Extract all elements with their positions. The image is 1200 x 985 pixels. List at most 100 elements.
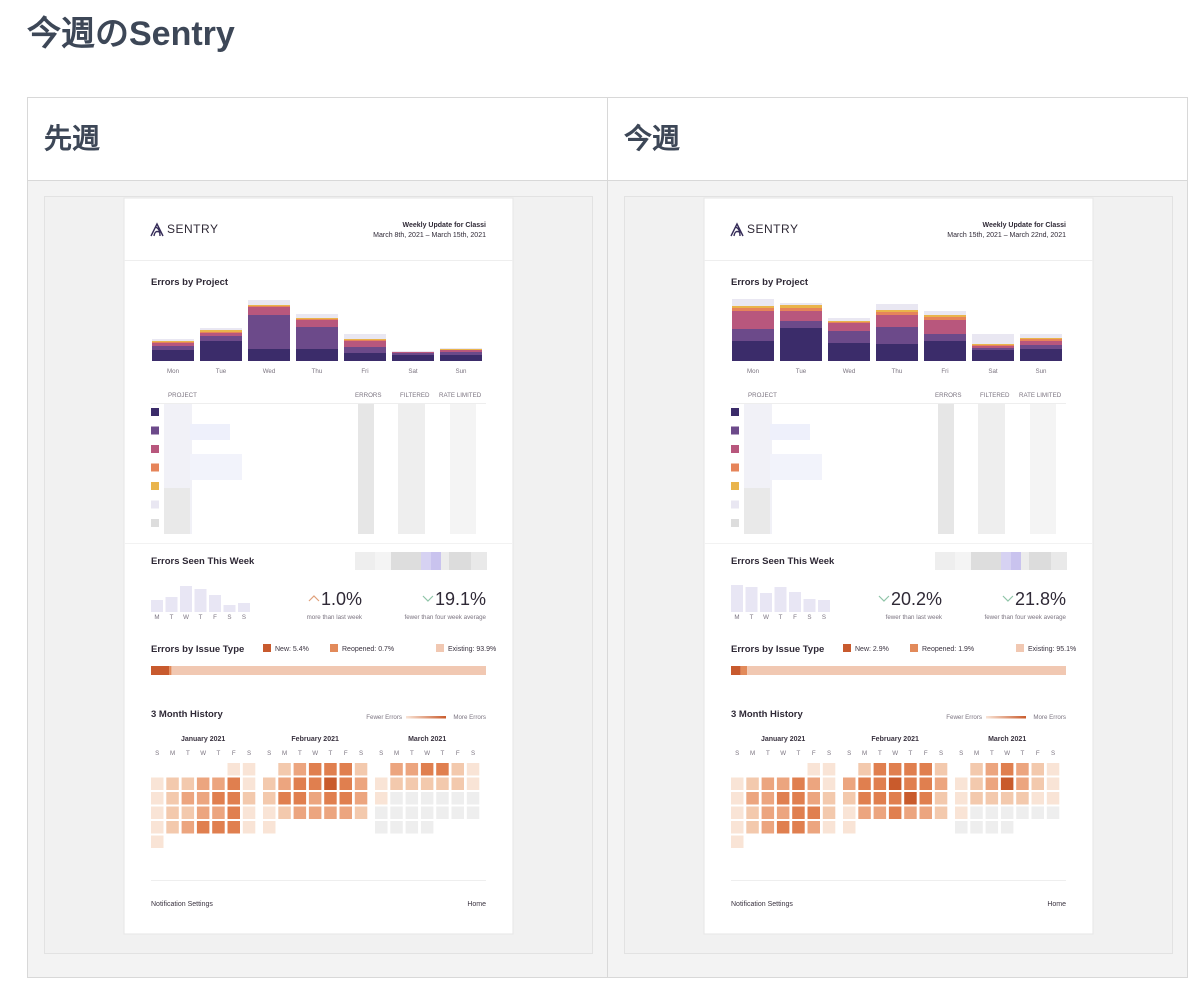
day-cell [807, 777, 820, 790]
day-cell [822, 763, 836, 776]
day-cell [324, 806, 337, 819]
day-cell [807, 792, 820, 805]
day-cell [1016, 806, 1029, 819]
day-cell [324, 763, 337, 776]
email-header: Weekly Update for Classi [982, 222, 1066, 229]
day-cell [451, 763, 464, 776]
weekday: T [410, 750, 414, 757]
day-cell [919, 777, 932, 790]
bar-segment [732, 299, 774, 306]
blur [398, 404, 425, 534]
blur [421, 552, 431, 570]
day-cell [970, 806, 983, 819]
day-cell [242, 806, 256, 819]
day-label: Sun [1035, 368, 1047, 375]
day-label: Tue [796, 368, 807, 375]
blur [441, 552, 449, 570]
bar-segment [828, 323, 870, 331]
day-cell [405, 763, 419, 776]
section-title: 3 Month History [731, 709, 803, 720]
day-cell [390, 792, 403, 805]
bar-segment [732, 329, 774, 341]
day-cell [308, 792, 322, 805]
trend-arrow [1002, 595, 1014, 602]
issue-bar-segment [747, 666, 1066, 675]
day-cell [761, 777, 775, 790]
bar-segment [200, 341, 242, 361]
day-cell [151, 777, 164, 790]
day-cell [390, 806, 403, 819]
day-cell [858, 792, 871, 805]
day-cell [1046, 777, 1060, 790]
day-letter: S [242, 614, 246, 621]
legend-gradient [986, 716, 1026, 719]
section-title: Errors by Issue Type [151, 644, 244, 655]
day-cell [263, 821, 276, 834]
bar-segment [440, 350, 482, 352]
bar [789, 592, 801, 612]
section-title: Errors Seen This Week [151, 556, 255, 567]
weekday: S [471, 750, 475, 757]
day-cell [227, 806, 240, 819]
bar-segment [296, 319, 338, 320]
day-cell [436, 763, 449, 776]
day-cell [354, 777, 368, 790]
bar-segment [876, 315, 918, 327]
footer-link: Home [1047, 901, 1066, 908]
legend-swatch [843, 644, 851, 652]
bar-segment [972, 346, 1014, 348]
day-cell [873, 806, 887, 819]
day-letter: M [734, 614, 739, 621]
day-cell [904, 806, 917, 819]
day-cell [420, 763, 434, 776]
day-cell [451, 777, 464, 790]
day-cell [731, 777, 744, 790]
bar [180, 586, 192, 612]
bar [194, 589, 207, 612]
day-cell [278, 792, 291, 805]
stat-caption: fewer than four week average [984, 614, 1066, 621]
legend-swatch [330, 644, 338, 652]
day-cell [420, 821, 434, 834]
day-cell [420, 792, 434, 805]
bar [238, 603, 250, 612]
table-header: ERRORS [935, 392, 961, 399]
weekday: T [990, 750, 994, 757]
weekday: W [1004, 750, 1010, 757]
blur [1029, 552, 1051, 570]
bar-segment [1020, 334, 1062, 338]
bar-segment [296, 327, 338, 349]
bar-segment [972, 334, 1014, 344]
bar-segment [392, 355, 434, 361]
trend-arrow [878, 595, 890, 602]
day-cell [919, 806, 932, 819]
bar-segment [972, 344, 1014, 345]
blur [449, 552, 471, 570]
day-cell [934, 806, 948, 819]
bar [774, 587, 787, 612]
day-cell [1031, 792, 1044, 805]
day-cell [405, 777, 419, 790]
day-cell [822, 821, 836, 834]
bar-segment [1020, 349, 1062, 361]
bar-segment [924, 315, 966, 317]
day-label: Sat [988, 368, 998, 375]
day-cell [1031, 777, 1044, 790]
day-cell [151, 821, 164, 834]
weekday: S [379, 750, 383, 757]
day-cell [181, 806, 195, 819]
legend-swatch [263, 644, 271, 652]
day-cell [985, 806, 999, 819]
day-cell [451, 792, 464, 805]
weekday: S [155, 750, 159, 757]
bar-segment [392, 352, 434, 353]
weekday: S [959, 750, 963, 757]
column-heading: 先週 [44, 123, 100, 154]
stat-caption: fewer than last week [886, 614, 943, 621]
day-cell [263, 777, 276, 790]
day-cell [151, 835, 164, 848]
day-cell [375, 821, 388, 834]
day-cell [151, 792, 164, 805]
weekday: T [878, 750, 882, 757]
day-cell [776, 806, 790, 819]
